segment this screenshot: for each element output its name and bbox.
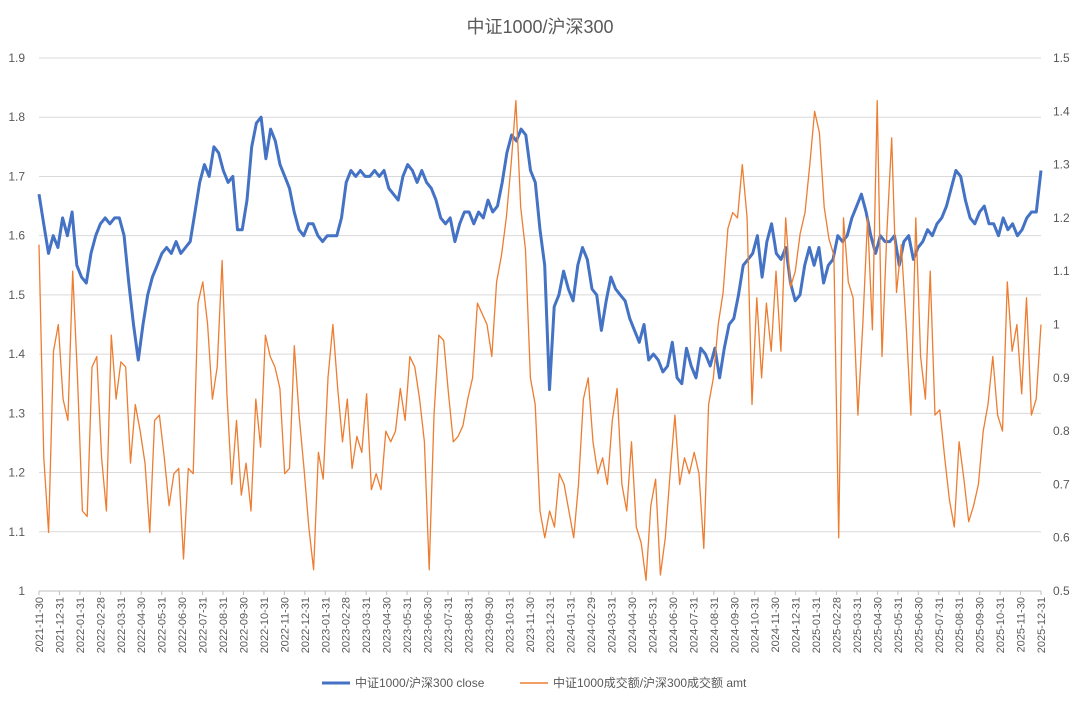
x-tick-label: 2022-12-31 (300, 597, 312, 653)
y-left-tick-label: 1.5 (8, 288, 25, 302)
x-tick-label: 2024-02-29 (586, 597, 598, 653)
x-tick-label: 2025-07-31 (934, 597, 946, 653)
legend-item-close: 中证1000/沪深300 close (322, 675, 485, 690)
x-tick-label: 2024-05-31 (647, 597, 659, 653)
x-tick-label: 2022-11-30 (279, 597, 291, 652)
series-lines (37, 99, 1043, 581)
x-tick-label: 2023-02-28 (341, 597, 353, 653)
x-tick-label: 2024-04-30 (627, 597, 639, 653)
y-left-tick-label: 1.1 (8, 525, 25, 539)
x-tick-label: 2022-01-31 (75, 597, 87, 653)
y-right-tick-label: 0.7 (1053, 477, 1070, 491)
y-left-tick-label: 1.3 (8, 406, 25, 420)
y-right-tick-label: 1.3 (1053, 158, 1070, 172)
x-tick-label: 2025-05-31 (893, 597, 905, 653)
y-left-tick-label: 1.9 (8, 51, 25, 65)
series-line-amt (38, 99, 1042, 581)
x-tick-label: 2024-06-30 (668, 597, 680, 653)
x-tick-label: 2025-03-31 (852, 597, 864, 653)
x-tick-label: 2025-09-30 (975, 597, 987, 653)
x-tick-label: 2025-06-30 (913, 597, 925, 653)
x-tick-label: 2024-10-31 (750, 597, 762, 653)
legend-label: 中证1000成交额/沪深300成交额 amt (553, 675, 747, 690)
x-tick-label: 2023-10-31 (504, 597, 516, 653)
y-right-tick-label: 0.9 (1053, 371, 1070, 385)
chart-title: 中证1000/沪深300 (466, 17, 613, 37)
x-tick-label: 2023-07-31 (443, 597, 455, 653)
x-tick-label: 2022-10-31 (259, 597, 271, 653)
x-tick-label: 2022-03-31 (116, 597, 128, 653)
x-tick-label: 2025-12-31 (1036, 597, 1048, 653)
y-right-tick-label: 1.1 (1053, 264, 1070, 278)
y-right-tick-label: 1 (1053, 318, 1060, 332)
y-right-tick-label: 1.5 (1053, 51, 1070, 65)
y-right-tick-label: 0.8 (1053, 424, 1070, 438)
legend-label: 中证1000/沪深300 close (355, 675, 485, 690)
x-tick-label: 2025-04-30 (872, 597, 884, 653)
x-tick-label: 2025-01-31 (811, 597, 823, 653)
y-left-tick-label: 1.7 (8, 169, 25, 183)
x-tick-label: 2022-07-31 (198, 597, 210, 653)
x-tick-label: 2024-01-31 (566, 597, 578, 653)
y-left-tick-label: 1.4 (8, 347, 25, 361)
x-tick-label: 2024-07-31 (688, 597, 700, 653)
legend-item-amt: 中证1000成交额/沪深300成交额 amt (520, 675, 747, 690)
x-tick-label: 2023-03-31 (361, 597, 373, 653)
x-tick-label: 2023-08-31 (463, 597, 475, 653)
axes: 1 1.1 1.2 1.3 1.4 1.5 1.6 1.7 1.8 1.9 0.5 0.6 0.7 0.8… (8, 51, 1070, 653)
x-tick-label: 2022-08-31 (218, 597, 230, 653)
x-tick-label: 2023-06-30 (423, 597, 435, 653)
x-tick-label: 2021-12-31 (54, 597, 66, 653)
x-tick-label: 2023-01-31 (320, 597, 332, 653)
x-tick-label: 2022-06-30 (177, 597, 189, 653)
y-right-tick-label: 1.4 (1053, 104, 1070, 118)
y-right-tick-label: 0.5 (1053, 584, 1070, 598)
y-left-tick-label: 1.8 (8, 110, 25, 124)
x-tick-label: 2022-02-28 (95, 597, 107, 653)
x-tick-label: 2022-04-30 (136, 597, 148, 653)
y-left-tick-label: 1.6 (8, 229, 25, 243)
x-tick-label: 2021-11-30 (34, 597, 46, 652)
x-tick-label: 2022-05-31 (157, 597, 169, 653)
x-tick-label: 2024-09-30 (729, 597, 741, 653)
x-tick-label: 2024-08-31 (709, 597, 721, 653)
x-tick-label: 2025-11-30 (1016, 597, 1028, 652)
y-right-tick-label: 1.2 (1053, 211, 1070, 225)
x-tick-label: 2024-11-30 (770, 597, 782, 652)
x-tick-label: 2025-08-31 (954, 597, 966, 653)
x-tick-label: 2023-05-31 (402, 597, 414, 653)
x-tick-label: 2025-10-31 (995, 597, 1007, 653)
x-tick-label: 2025-02-28 (832, 597, 844, 653)
legend: 中证1000/沪深300 close 中证1000成交额/沪深300成交额 amt (322, 675, 747, 690)
x-tick-label: 2024-12-31 (791, 597, 803, 653)
x-tick-label: 2022-09-30 (238, 597, 250, 653)
y-right-tick-label: 0.6 (1053, 531, 1070, 545)
x-tick-label: 2023-04-30 (382, 597, 394, 653)
y-left-tick-label: 1.2 (8, 466, 25, 480)
x-tick-label: 2023-12-31 (545, 597, 557, 653)
y-left-tick-label: 1 (18, 584, 25, 598)
x-tick-label: 2023-09-30 (484, 597, 496, 653)
x-tick-label: 2024-03-31 (607, 597, 619, 653)
x-tick-label: 2023-11-30 (525, 597, 537, 652)
